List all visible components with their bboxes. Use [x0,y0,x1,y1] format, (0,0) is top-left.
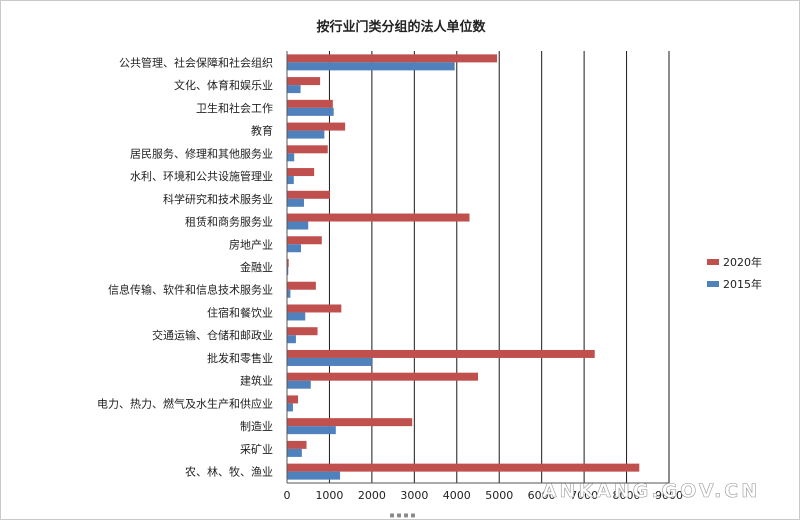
category-label: 信息传输、软件和信息技术服务业 [108,283,273,297]
category-label: 建筑业 [240,374,273,388]
x-tick-labels: 0 1000 2000 3000 4000 5000 6000 7000 8000 9000 [284,489,684,502]
axes [286,51,669,484]
x-tick-label: 3000 [400,489,428,502]
bar [287,99,333,108]
resize-handle-bottom[interactable]: ▪▪▪▪ [389,510,418,521]
bar [287,77,321,86]
category-label: 房地产业 [229,237,273,251]
bar [287,85,301,94]
bar [287,312,306,321]
category-label: 科学研究和技术服务业 [163,192,273,206]
bar [287,107,334,116]
bar [287,122,346,131]
x-tick-label: 4000 [443,489,471,502]
category-label: 水利、环境和公共设施管理业 [130,169,273,183]
x-tick-label: 5000 [485,489,513,502]
bar [287,463,640,472]
bar [287,236,322,245]
bar [287,168,315,177]
bars [287,54,640,480]
bar [287,153,295,162]
category-label: 电力、热力、燃气及水生产和供应业 [97,396,273,410]
category-label: 教育 [251,124,273,138]
bar [287,380,311,389]
bar [287,281,316,290]
category-label: 住宿和餐饮业 [207,305,273,319]
bar [287,289,291,298]
x-tick-label: 9000 [655,489,683,502]
category-label: 公共管理、社会保障和社会组织 [119,55,273,69]
category-label: 金融业 [240,260,273,274]
x-tick-label: 1000 [315,489,343,502]
bar [287,349,595,358]
category-label: 居民服务、修理和其他服务业 [130,146,273,160]
watermark: ANKANG.GOV.CN [542,480,760,502]
bar [287,190,330,199]
bar [287,403,293,412]
category-label: 采矿业 [240,443,273,456]
bar [287,176,294,185]
category-label: 租赁和商务服务业 [185,215,273,229]
bar [287,62,455,71]
category-label: 文化、体育和娱乐业 [174,78,273,92]
legend-label: 2020年 [723,255,762,269]
x-tick-label: 0 [284,489,291,502]
bar [287,440,307,449]
x-tick-label: 8000 [613,489,641,502]
category-label: 制造业 [240,419,273,433]
bar [287,357,372,366]
legend-label: 2015年 [723,277,762,291]
x-tick-label: 7000 [570,489,598,502]
category-label: 交通运输、仓储和邮政业 [152,328,273,342]
bar [287,304,342,313]
x-tick-label: 6000 [528,489,556,502]
legend-swatch [707,259,719,265]
category-label: 农、林、牧、渔业 [185,465,273,479]
bar [287,418,413,427]
bar [287,335,296,344]
bar [287,198,304,207]
bar [287,395,299,404]
bar [287,471,341,480]
legend: 2020年 2015年 [707,255,762,291]
bar [287,213,470,222]
bar [287,259,289,267]
category-label: 批发和零售业 [207,351,273,365]
chart-title: 按行业门类分组的法人单位数 [316,19,486,35]
bar [287,372,478,381]
bar [287,145,328,154]
category-labels: 公共管理、社会保障和社会组织文化、体育和娱乐业卫生和社会工作教育居民服务、修理和… [97,55,273,478]
bar [287,267,289,275]
bar [287,244,302,253]
x-tick-label: 2000 [358,489,386,502]
bar [287,426,336,435]
bar [287,327,318,336]
bar [287,221,309,230]
category-label: 卫生和社会工作 [196,101,273,115]
bar [287,448,302,457]
legend-swatch [707,281,719,287]
bar [287,54,498,63]
bar [287,130,325,139]
